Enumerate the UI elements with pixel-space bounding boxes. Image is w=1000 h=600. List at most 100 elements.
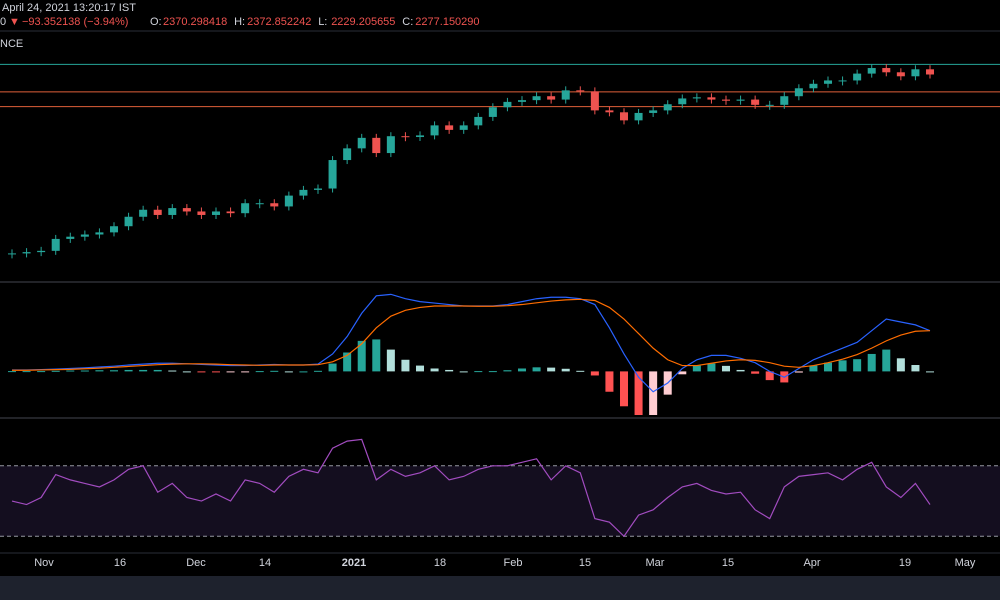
histogram-bar [707,363,716,372]
candle-body [547,96,556,100]
candle-body [197,211,206,215]
candle-body [838,80,847,82]
x-tick-label: Nov [34,557,54,569]
histogram-bar [649,371,658,415]
histogram-bar [401,359,410,372]
histogram-bar [197,371,206,373]
rsi-band [0,465,1000,537]
histogram-bar [328,363,337,372]
histogram-bar [896,358,905,372]
candle-body [765,104,774,106]
histogram-bar [517,368,527,372]
candle-body [51,238,60,251]
candle-body [343,148,352,161]
candle-body [649,110,658,113]
candle-body [401,136,410,138]
x-tick-label: May [955,557,976,569]
histogram-bar [576,370,585,372]
ohlc-value: 2229.205655 [331,16,395,28]
histogram-bar [809,365,818,372]
candle-body [445,125,454,130]
histogram-bar [415,365,425,372]
candle-body [721,99,731,101]
histogram-bar [634,371,643,415]
histogram-bar [751,371,760,374]
ohlc-value: 2372.852242 [247,16,311,28]
candle-body [430,125,439,136]
histogram-bar [124,369,133,372]
histogram-bar [459,371,468,373]
x-tick-label: Mar [646,557,665,569]
candle-body [823,80,833,84]
candle-body [794,88,803,97]
histogram-bar [255,371,264,373]
rsi-line [11,438,931,538]
candle-body [503,101,512,108]
candle-body [911,69,920,77]
histogram-bar [430,368,439,372]
candle-body [707,97,716,100]
histogram-bar [80,370,89,372]
histogram-bar [241,371,250,373]
histogram-bar [619,371,629,407]
histogram-bar [736,369,745,372]
candle-body [896,72,905,77]
histogram-bar [153,369,162,372]
histogram-bar [357,340,366,372]
candle-body [386,136,395,154]
candle-body [415,135,425,138]
histogram-bar [721,365,731,372]
histogram-bar [313,370,323,372]
candle-body [605,110,614,113]
candle-body [22,252,31,254]
histogram-bar [270,370,279,372]
candle-body [474,116,483,126]
histogram-bar [678,371,687,375]
candle-body [663,104,672,111]
candle-body [328,160,337,189]
candle-body [299,189,308,196]
candle-body [226,211,235,214]
candle-body [37,250,46,253]
ohlc-value: 2370.298418 [163,16,227,28]
ohlc-label: C: [402,16,413,28]
candle-body [867,68,876,74]
bottom-toolbar [0,576,1000,600]
candle-body [153,209,162,215]
x-tick-label: 15 [579,557,591,569]
histogram-bar [838,360,847,372]
last: 0 [0,16,6,28]
candle-body [95,232,104,235]
candle-body [168,208,177,215]
ohlc-label: H: [234,16,245,28]
candle-body [576,90,585,92]
x-tick-label: 14 [259,557,271,569]
histogram-bar [299,371,308,373]
histogram-bar [692,365,701,372]
candle-body [678,98,687,105]
histogram-bar [474,371,483,373]
histogram-bar [823,362,833,372]
ohlc-label: L: [318,16,327,28]
candle-body [270,203,279,207]
histogram-bar [445,369,454,372]
datetime: April 24, 2021 13:20:17 IST [2,2,136,14]
candle-body [736,99,745,101]
histogram-bar [7,371,17,373]
histogram-bar [867,353,876,372]
candle-body [66,236,75,239]
x-tick-label: 15 [722,557,734,569]
histogram-bar [765,371,774,381]
candle-body [853,73,862,81]
histogram-bar [925,371,935,373]
x-tick-label: Apr [803,557,820,569]
histogram-bar [503,370,512,372]
candle-body [255,203,264,205]
candle-body [459,125,468,130]
histogram-bar [386,349,395,372]
candle-body [809,83,818,89]
candle-body [532,96,541,101]
indicator-line [12,298,931,371]
